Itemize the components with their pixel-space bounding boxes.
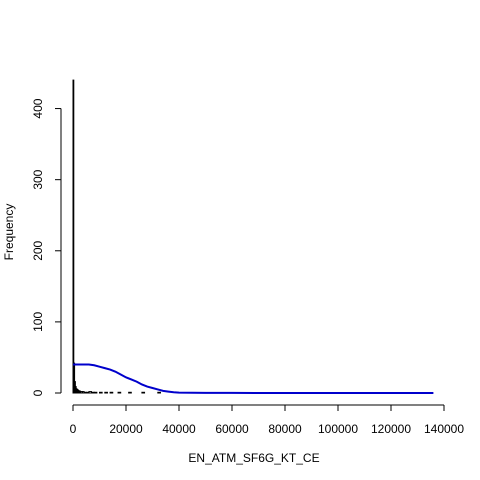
histogram-bar — [141, 391, 146, 394]
x-tick-label: 20000 — [109, 422, 143, 436]
y-axis-ticks: 0 100 200 300 400 — [31, 98, 61, 396]
x-tick-label: 60000 — [215, 422, 249, 436]
y-tick-label: 400 — [31, 98, 45, 118]
histogram-bar — [117, 391, 122, 394]
y-tick-label: 300 — [31, 169, 45, 189]
histogram-bar — [128, 391, 132, 394]
histogram-bar — [99, 391, 103, 394]
density-curve — [73, 363, 434, 394]
histogram-bar — [104, 391, 108, 394]
x-tick-label: 80000 — [268, 422, 302, 436]
y-tick-label: 0 — [31, 389, 45, 396]
x-tick-label: 40000 — [162, 422, 196, 436]
y-axis-label: Frequency — [2, 204, 16, 261]
x-tick-label: 140000 — [424, 422, 464, 436]
histogram-bars — [72, 79, 161, 394]
x-tick-label: 120000 — [371, 422, 411, 436]
histogram-bar — [157, 391, 161, 394]
y-tick-label: 200 — [31, 240, 45, 260]
x-axis-ticks: 0 20000 40000 60000 80000 100000 120000 140000 — [70, 405, 464, 436]
histogram-bar — [93, 391, 98, 394]
x-tick-label: 0 — [70, 422, 77, 436]
x-axis-label: EN_ATM_SF6G_KT_CE — [188, 451, 319, 465]
x-tick-label: 100000 — [318, 422, 358, 436]
histogram-bar — [109, 391, 114, 394]
histogram-bar — [72, 79, 75, 394]
y-tick-label: 100 — [31, 312, 45, 332]
